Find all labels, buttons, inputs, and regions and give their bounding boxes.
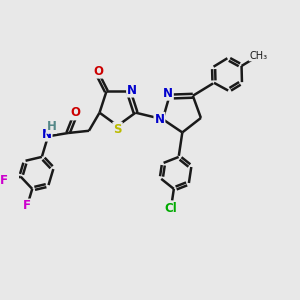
Text: F: F (23, 200, 31, 212)
Text: H: H (46, 120, 56, 133)
Text: N: N (154, 113, 164, 126)
Text: Cl: Cl (165, 202, 177, 215)
Text: S: S (113, 123, 122, 136)
Text: N: N (163, 87, 173, 100)
Text: O: O (70, 106, 81, 119)
Text: N: N (127, 84, 137, 97)
Text: CH₃: CH₃ (249, 51, 267, 61)
Text: F: F (0, 174, 8, 188)
Text: O: O (94, 65, 103, 78)
Text: N: N (42, 128, 52, 141)
